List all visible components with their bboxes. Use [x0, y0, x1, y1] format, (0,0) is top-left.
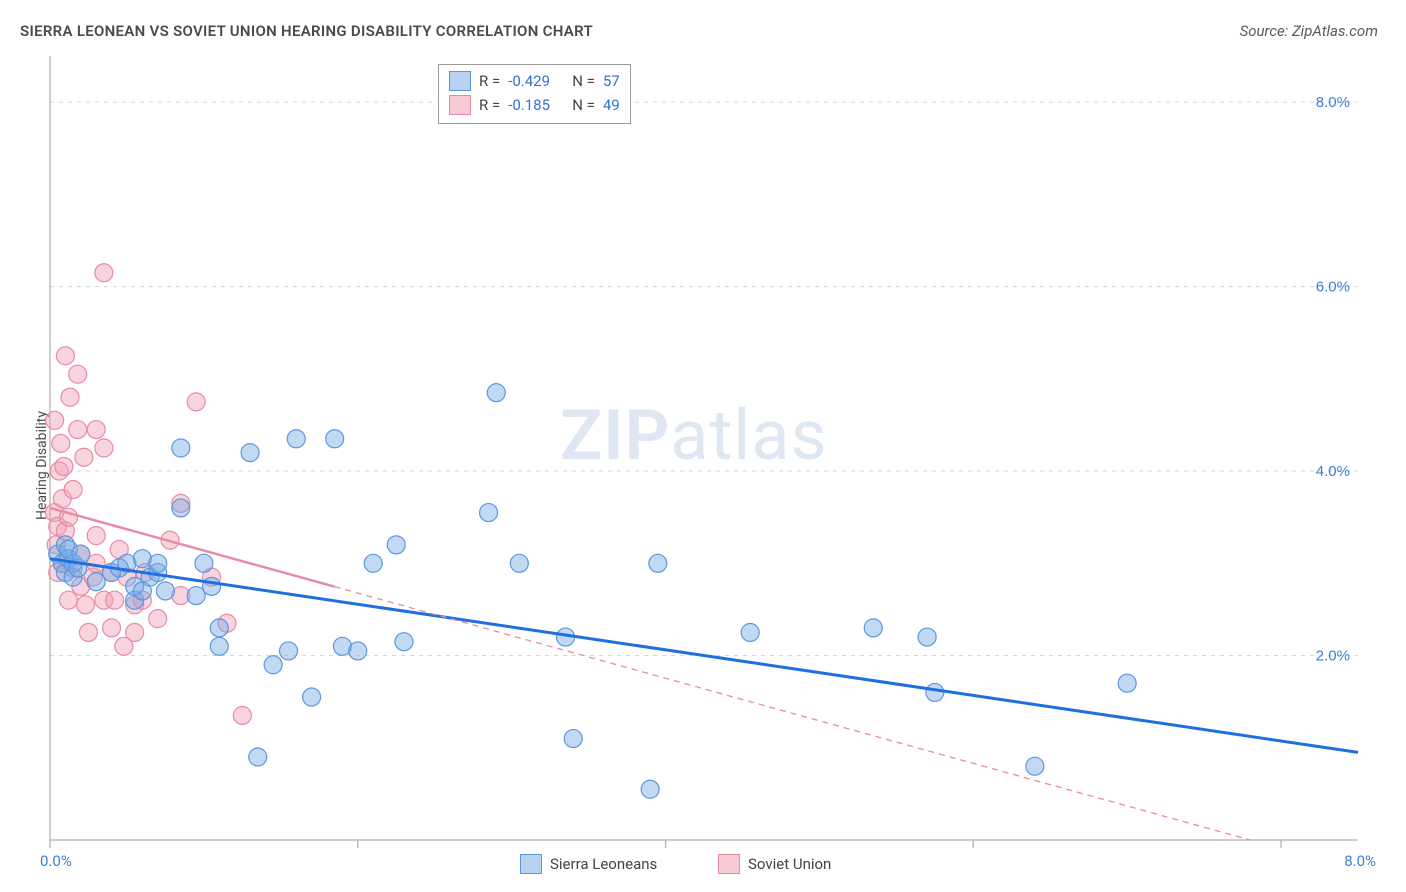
stats-row-0: R = -0.429 N = 57	[449, 69, 620, 93]
stats-r-value-0: -0.429	[508, 72, 564, 90]
stats-swatch-1	[449, 95, 471, 115]
stats-row-1: R = -0.185 N = 49	[449, 93, 620, 117]
svg-text:6.0%: 6.0%	[1316, 279, 1350, 296]
bottom-legend-0: Sierra Leoneans	[520, 854, 657, 874]
legend-swatch-1	[718, 854, 740, 874]
legend-label-0: Sierra Leoneans	[550, 855, 657, 873]
legend-label-1: Soviet Union	[748, 855, 831, 873]
x-tick-8: 8.0%	[1344, 852, 1376, 870]
stats-swatch-0	[449, 71, 471, 91]
svg-text:4.0%: 4.0%	[1316, 463, 1350, 480]
svg-text:2.0%: 2.0%	[1316, 648, 1350, 665]
stats-n-label-0: N =	[572, 72, 595, 90]
svg-text:8.0%: 8.0%	[1316, 94, 1350, 111]
stats-n-value-1: 49	[603, 96, 620, 114]
chart-svg: 2.0% 4.0% 6.0% 8.0%	[0, 0, 1406, 892]
bottom-legend-1: Soviet Union	[718, 854, 831, 874]
x-tick-0: 0.0%	[40, 852, 72, 870]
stats-r-value-1: -0.185	[508, 96, 564, 114]
legend-swatch-0	[520, 854, 542, 874]
stats-r-label-1: R =	[479, 96, 500, 114]
stats-r-label-0: R =	[479, 72, 500, 90]
stats-box: R = -0.429 N = 57 R = -0.185 N = 49	[438, 64, 631, 124]
stats-n-label-1: N =	[572, 96, 595, 114]
stats-n-value-0: 57	[603, 72, 620, 90]
